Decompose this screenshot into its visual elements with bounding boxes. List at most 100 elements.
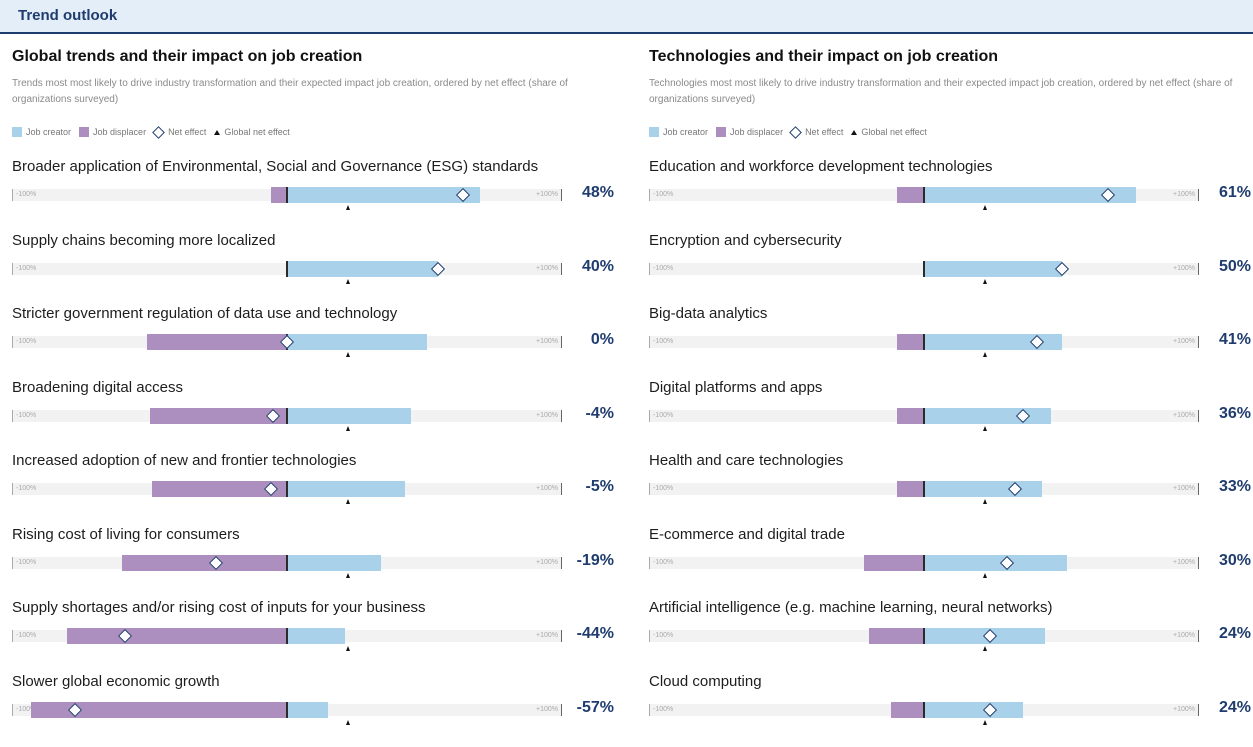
section-title: Trend outlook bbox=[18, 7, 118, 24]
job-creator-bar bbox=[287, 187, 480, 203]
chart-row: Education and workforce development tech… bbox=[649, 158, 1251, 232]
bar-track: -100% +100% bbox=[649, 554, 1199, 578]
legend-job-displacer: Job displacer bbox=[716, 127, 783, 137]
job-creator-bar bbox=[287, 701, 329, 718]
section-header: Trend outlook bbox=[0, 0, 1253, 34]
row-label: Supply shortages and/or rising cost of i… bbox=[12, 599, 426, 616]
axis-min-label: -100% bbox=[649, 483, 673, 495]
legend-job-creator: Job creator bbox=[649, 127, 708, 137]
axis-min-label: -100% bbox=[12, 630, 36, 642]
panel-subtitle: Trends most most likely to drive industr… bbox=[12, 78, 568, 105]
chart-row: Cloud computing -100% +100% 24% bbox=[649, 673, 1251, 747]
legend-label: Global net effect bbox=[861, 127, 927, 137]
job-displacer-bar bbox=[863, 554, 924, 571]
triangle-icon bbox=[214, 129, 221, 135]
zero-line bbox=[286, 187, 288, 203]
zero-line bbox=[923, 481, 925, 497]
net-effect-value: 36% bbox=[1218, 404, 1251, 422]
job-creator-bar bbox=[287, 628, 345, 644]
zero-line bbox=[286, 554, 288, 571]
diamond-icon bbox=[789, 125, 802, 139]
job-creator-swatch bbox=[649, 127, 659, 137]
net-effect-value: 0% bbox=[590, 331, 614, 348]
triangle-icon bbox=[851, 129, 858, 135]
diamond-icon bbox=[152, 125, 165, 139]
zero-line bbox=[286, 481, 288, 497]
net-effect-value: 33% bbox=[1218, 478, 1251, 495]
job-displacer-bar bbox=[152, 481, 287, 497]
job-creator-bar bbox=[287, 407, 411, 424]
chart-row: Supply shortages and/or rising cost of i… bbox=[12, 599, 614, 673]
job-displacer-bar bbox=[896, 407, 924, 424]
job-displacer-bar bbox=[896, 187, 924, 203]
row-label: Health and care technologies bbox=[649, 452, 844, 469]
net-effect-value: 24% bbox=[1218, 625, 1251, 642]
legend-label: Global net effect bbox=[224, 127, 290, 137]
bar-track: -100% +100% bbox=[12, 628, 562, 651]
bar-track: -100% +100% bbox=[12, 701, 562, 725]
chart-row: Broader application of Environmental, So… bbox=[12, 158, 614, 232]
axis-min-label: -100% bbox=[649, 703, 673, 716]
net-effect-value: -44% bbox=[576, 625, 614, 642]
bar-track: -100% +100% bbox=[12, 554, 562, 578]
net-effect-value: -57% bbox=[576, 698, 614, 716]
net-effect-value: -4% bbox=[585, 404, 614, 422]
job-displacer-bar bbox=[891, 701, 924, 718]
net-effect-value: 50% bbox=[1218, 257, 1251, 275]
job-displacer-bar bbox=[896, 334, 924, 350]
global-net-effect-marker bbox=[982, 425, 987, 431]
zero-line bbox=[286, 701, 288, 718]
job-displacer-bar bbox=[869, 628, 924, 644]
legend-job-creator: Job creator bbox=[12, 127, 71, 137]
zero-line bbox=[923, 334, 925, 350]
zero-line bbox=[923, 701, 925, 718]
axis-min-label: -100% bbox=[649, 409, 673, 422]
job-displacer-swatch bbox=[716, 127, 727, 137]
net-effect-value: 30% bbox=[1218, 551, 1251, 569]
chart-row: Slower global economic growth -100% +100% -… bbox=[12, 673, 614, 747]
bar-track: -100% +100% bbox=[649, 334, 1199, 357]
bar-track: -100% +100% bbox=[649, 187, 1199, 210]
chart-row: Big-data analytics -100% +100% 41% bbox=[649, 305, 1251, 379]
net-effect-value: -5% bbox=[585, 478, 614, 495]
zero-line bbox=[923, 628, 925, 644]
chart-row: Digital platforms and apps -100% +100% 36% bbox=[649, 379, 1251, 453]
chart-row: Increased adoption of new and frontier t… bbox=[12, 452, 614, 526]
job-creator-bar bbox=[924, 554, 1067, 571]
net-effect-value: 48% bbox=[581, 184, 614, 201]
legend-global-net-effect: Global net effect bbox=[851, 127, 927, 137]
job-creator-bar bbox=[924, 481, 1043, 497]
axis-min-label: -100% bbox=[12, 409, 36, 422]
panel-global-trends: Global trends and their impact on job cr… bbox=[12, 34, 614, 742]
zero-line bbox=[286, 628, 288, 644]
global-net-effect-marker bbox=[345, 425, 350, 431]
chart-row: Broadening digital access -100% +100% -4% bbox=[12, 379, 614, 453]
bar-track: -100% +100% bbox=[12, 334, 562, 357]
global-net-effect-marker bbox=[345, 572, 350, 578]
axis-min-label: -100% bbox=[12, 189, 36, 201]
chart-row: Rising cost of living for consumers -100%… bbox=[12, 526, 614, 600]
axis-min-label: -100% bbox=[12, 703, 36, 716]
global-net-effect-marker bbox=[345, 352, 350, 357]
axis-max-label: +100% bbox=[1173, 336, 1199, 348]
chart-row: Health and care technologies -100% +100% 33… bbox=[649, 452, 1251, 526]
row-label: Broadening digital access bbox=[12, 378, 183, 396]
job-creator-bar bbox=[924, 701, 1023, 718]
job-displacer-bar bbox=[146, 334, 287, 350]
row-label: Broader application of Environmental, So… bbox=[12, 158, 539, 175]
row-label: Rising cost of living for consumers bbox=[12, 525, 240, 543]
job-displacer-swatch bbox=[79, 127, 90, 137]
job-displacer-bar bbox=[31, 701, 287, 718]
axis-max-label: +100% bbox=[1173, 409, 1199, 422]
global-net-effect-marker bbox=[982, 278, 987, 284]
bar-track: -100% +100% bbox=[12, 481, 562, 504]
legend-job-displacer: Job displacer bbox=[79, 127, 146, 137]
zero-line bbox=[923, 554, 925, 571]
row-label: Cloud computing bbox=[649, 672, 762, 690]
row-label: E-commerce and digital trade bbox=[649, 525, 845, 543]
panel-title: Global trends and their impact on job cr… bbox=[12, 48, 363, 65]
net-effect-value: 24% bbox=[1218, 698, 1251, 716]
legend-label: Job displacer bbox=[93, 127, 147, 137]
zero-line bbox=[923, 187, 925, 203]
axis-min-label: -100% bbox=[12, 483, 36, 495]
